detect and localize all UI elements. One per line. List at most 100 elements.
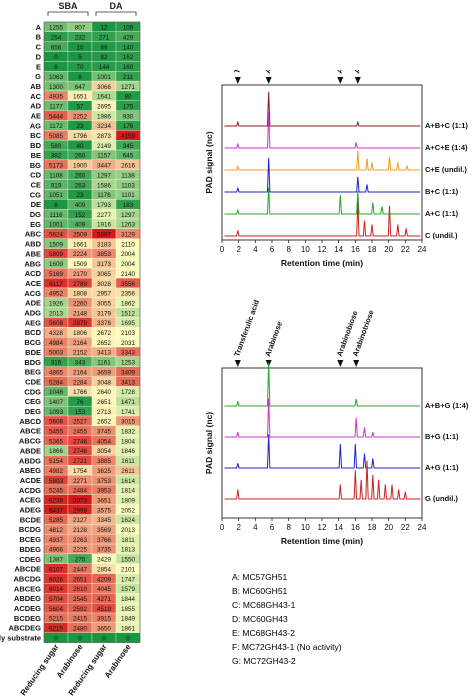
legend-item: C: MC68GH43-1 bbox=[232, 600, 296, 610]
row-label: ABDE bbox=[20, 446, 41, 455]
row-label: ABCDE bbox=[14, 565, 41, 574]
cell-value: 1747 bbox=[121, 576, 136, 583]
cell-value: 409 bbox=[75, 222, 86, 229]
x-tick-label: 6 bbox=[270, 523, 275, 532]
cell-value: 4271 bbox=[97, 596, 112, 603]
cell-value: 271 bbox=[99, 35, 110, 42]
cell-value: 0 bbox=[102, 635, 106, 642]
cell-value: 1550 bbox=[121, 557, 136, 564]
cell-value: 4328 bbox=[49, 330, 64, 337]
cell-value: 5444 bbox=[49, 113, 64, 120]
cell-value: 2879 bbox=[73, 320, 88, 327]
cell-value: 6107 bbox=[49, 566, 64, 573]
row-label: ACDE bbox=[20, 476, 41, 485]
row-label: ACEG bbox=[19, 496, 41, 505]
cell-value: 2103 bbox=[121, 330, 136, 337]
row-label: ABDEG bbox=[14, 594, 41, 603]
cell-value: 1855 bbox=[121, 606, 136, 613]
cell-value: 3409 bbox=[121, 369, 136, 376]
plot-frame bbox=[221, 84, 423, 241]
cell-value: 5624 bbox=[49, 232, 64, 239]
cell-value: 2052 bbox=[121, 507, 136, 514]
cell-value: 2101 bbox=[121, 566, 136, 573]
x-tick-label: 0 bbox=[220, 523, 225, 532]
cell-value: 1916 bbox=[97, 222, 112, 229]
cell-value: 1046 bbox=[49, 389, 64, 396]
cell-value: 3413 bbox=[121, 379, 136, 386]
cell-value: 2004 bbox=[121, 251, 136, 258]
cell-value: 1387 bbox=[49, 557, 64, 564]
cell-value: 1512 bbox=[121, 310, 136, 317]
trace-label: B+G (1:1) bbox=[425, 432, 459, 441]
marker-label: Transferulic acid bbox=[232, 298, 261, 357]
cell-value: 1176 bbox=[97, 192, 111, 199]
cell-value: 6026 bbox=[49, 576, 64, 583]
cell-value: 5003 bbox=[49, 350, 64, 357]
row-label: ADEG bbox=[19, 506, 41, 515]
x-tick-label: 24 bbox=[418, 523, 427, 532]
cell-value: 1611 bbox=[121, 458, 135, 465]
cell-value: 5809 bbox=[49, 251, 64, 258]
x-tick-label: 12 bbox=[318, 245, 327, 254]
cell-value: 5097 bbox=[97, 232, 112, 239]
cell-value: 4519 bbox=[97, 606, 112, 613]
legend-item: B: MC60GH51 bbox=[232, 586, 288, 596]
trace-label: C+E (undil.) bbox=[425, 165, 467, 174]
cell-value: 2509 bbox=[73, 232, 88, 239]
cell-value: 23 bbox=[76, 123, 84, 130]
trace-label: A+G (1:1) bbox=[425, 463, 459, 472]
row-label: ACG bbox=[24, 289, 41, 298]
chromatogram-trace bbox=[224, 157, 421, 193]
cell-value: 275 bbox=[75, 557, 86, 564]
cell-value: 5154 bbox=[49, 458, 64, 465]
chromatogram-trace bbox=[224, 434, 421, 469]
row-label: ACD bbox=[25, 269, 42, 278]
cell-value: 2164 bbox=[73, 340, 88, 347]
cell-value: 3650 bbox=[97, 626, 112, 633]
cell-value: 3556 bbox=[121, 281, 136, 288]
cell-value: 1586 bbox=[97, 182, 112, 189]
row-label: ABDG bbox=[19, 456, 41, 465]
cell-value: 1866 bbox=[49, 448, 64, 455]
chromatogram-trace bbox=[224, 187, 421, 215]
cell-value: 160 bbox=[123, 64, 134, 71]
cell-value: 2031 bbox=[121, 340, 136, 347]
row-label: ABD bbox=[25, 240, 42, 249]
cell-value: 1177 bbox=[49, 103, 63, 110]
group-bracket bbox=[95, 11, 137, 16]
chromatogram-trace bbox=[224, 111, 421, 149]
trace-label: G (undil.) bbox=[425, 494, 458, 503]
x-tick-label: 8 bbox=[286, 523, 291, 532]
row-label: A bbox=[36, 23, 42, 32]
cell-value: 3028 bbox=[97, 281, 112, 288]
x-tick-label: 20 bbox=[384, 245, 393, 254]
row-label: BCDG bbox=[19, 525, 41, 534]
cell-value: 89 bbox=[100, 44, 108, 51]
group-label: DA bbox=[110, 1, 123, 11]
cell-value: 1804 bbox=[121, 438, 136, 445]
cell-value: 2013 bbox=[121, 527, 136, 534]
row-label: BDG bbox=[24, 358, 41, 367]
row-label: ABC bbox=[25, 230, 42, 239]
cell-value: 6437 bbox=[49, 507, 64, 514]
legend-item: D: MC60GH43 bbox=[232, 614, 288, 624]
row-label: CDE bbox=[25, 377, 41, 386]
cell-value: 1116 bbox=[49, 212, 63, 219]
cell-value: 4159 bbox=[121, 133, 136, 140]
row-label: DE bbox=[31, 200, 41, 209]
row-label: CG bbox=[30, 190, 41, 199]
cell-value: 4045 bbox=[97, 586, 112, 593]
cell-value: 3447 bbox=[97, 163, 112, 170]
row-label: ABCG bbox=[19, 437, 41, 446]
cell-value: 76 bbox=[76, 399, 84, 406]
cell-value: 5 bbox=[78, 54, 82, 61]
cell-value: 2484 bbox=[73, 488, 88, 495]
trace-label: C (undil.) bbox=[425, 231, 458, 240]
cell-value: 3659 bbox=[97, 369, 112, 376]
cell-value: 1297 bbox=[121, 212, 136, 219]
cell-value: 345 bbox=[123, 143, 134, 150]
legend-item: F: MC72GH43-1 (No activity) bbox=[232, 642, 342, 652]
cell-value: 3234 bbox=[97, 123, 112, 130]
cell-value: 0 bbox=[54, 635, 58, 642]
